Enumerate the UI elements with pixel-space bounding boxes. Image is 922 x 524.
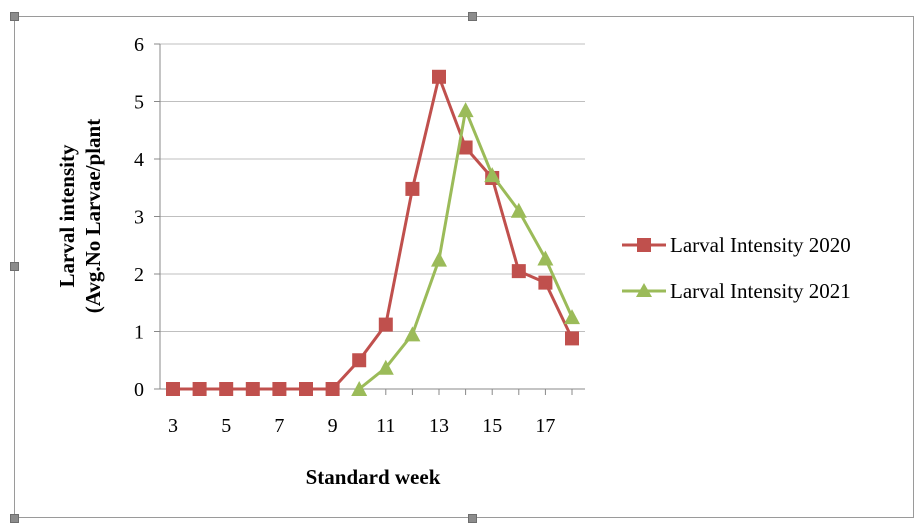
legend: Larval Intensity 2020 Larval Intensity 2… (622, 233, 851, 303)
data-point (511, 264, 526, 279)
x-axis-title: Standard week (306, 465, 441, 489)
y-tick-labels: 0 1 2 3 4 5 6 (134, 34, 160, 401)
x-tick-label: 13 (429, 415, 449, 437)
data-point (538, 275, 553, 290)
x-tick-labels: 3 5 7 9 11 13 15 17 (168, 389, 573, 437)
y-axis-title: Larval intensity (Avg.No Larvae/plant (55, 119, 105, 313)
data-point (245, 382, 260, 396)
data-point (325, 382, 340, 396)
x-tick-label: 11 (376, 415, 395, 437)
legend-marker-2020 (637, 238, 651, 252)
legend-item-2021: Larval Intensity 2021 (622, 279, 851, 303)
data-point (219, 382, 234, 396)
legend-item-2020: Larval Intensity 2020 (622, 233, 851, 257)
data-point (457, 102, 474, 118)
y-tick-label: 0 (134, 379, 144, 401)
data-point (432, 69, 446, 84)
resize-handle-top-middle[interactable] (468, 12, 477, 21)
data-point (565, 331, 579, 346)
resize-handle-top-left[interactable] (10, 12, 19, 21)
x-tick-label: 7 (274, 415, 284, 437)
y-tick-label: 3 (134, 207, 144, 229)
x-tick-label: 3 (168, 415, 178, 437)
data-point (510, 202, 527, 218)
y-tick-label: 1 (134, 322, 144, 344)
data-point (352, 353, 367, 368)
data-point (404, 326, 421, 342)
data-point (351, 381, 368, 396)
data-point (377, 359, 394, 375)
data-point (378, 317, 393, 332)
data-point (405, 181, 420, 196)
y-tick-label: 5 (134, 92, 144, 114)
data-point (192, 382, 207, 396)
legend-label-2021: Larval Intensity 2021 (670, 279, 851, 303)
x-tick-label: 9 (328, 415, 338, 437)
series-line (173, 75, 574, 391)
series-2020 (166, 69, 579, 396)
data-point (272, 382, 287, 396)
data-series (166, 69, 580, 396)
resize-handle-bottom-middle[interactable] (468, 514, 477, 523)
data-point (431, 251, 447, 267)
y-tick-label: 6 (134, 34, 144, 56)
resize-handle-bottom-left[interactable] (10, 514, 19, 523)
data-point (537, 250, 554, 266)
x-tick-label: 17 (535, 415, 555, 437)
y-axis-title-line-1: Larval intensity (55, 144, 79, 287)
data-point (166, 382, 180, 396)
data-point (458, 140, 473, 155)
gridlines (160, 43, 585, 332)
legend-marker-2021 (636, 283, 652, 297)
y-axis-title-line-2: (Avg.No Larvae/plant (81, 119, 105, 313)
x-tick-label: 5 (221, 415, 231, 437)
legend-label-2020: Larval Intensity 2020 (670, 233, 851, 257)
data-point (299, 382, 313, 396)
resize-handle-middle-left[interactable] (10, 262, 19, 271)
y-tick-label: 2 (134, 264, 144, 286)
data-point (564, 309, 580, 325)
x-tick-label: 15 (482, 415, 502, 437)
y-tick-label: 4 (134, 149, 144, 171)
data-point (484, 167, 501, 183)
series-2021 (351, 102, 580, 396)
